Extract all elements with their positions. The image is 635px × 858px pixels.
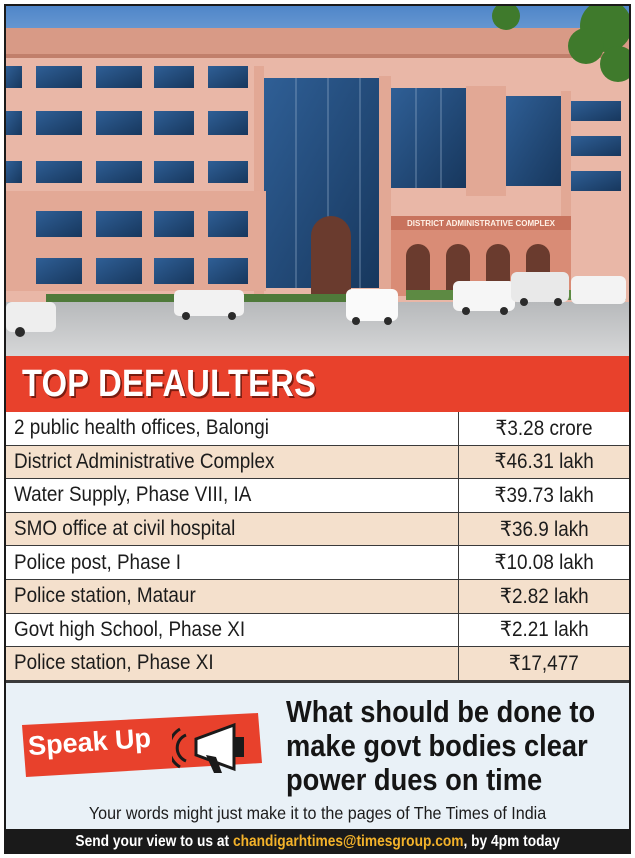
defaulter-name: SMO office at civil hospital xyxy=(14,517,236,541)
question-line: What should be done to xyxy=(286,694,596,729)
due-amount: ₹10.08 lakh xyxy=(494,551,594,575)
table-row: Govt high School, Phase XI ₹2.21 lakh xyxy=(6,613,629,648)
title-band: TOP DEFAULTERS xyxy=(6,356,629,412)
email-link[interactable]: chandigarhtimes@timesgroup.com xyxy=(232,832,464,850)
due-amount: ₹2.82 lakh xyxy=(499,584,589,608)
footer-prefix: Send your view to us at xyxy=(75,832,233,850)
defaulter-name: Water Supply, Phase VIII, IA xyxy=(14,483,252,507)
amount-cell: ₹39.73 lakh xyxy=(458,479,629,512)
table-row: Police station, Mataur ₹2.82 lakh xyxy=(6,579,629,614)
due-amount: ₹3.28 crore xyxy=(495,416,593,440)
amount-cell: ₹2.82 lakh xyxy=(458,579,629,613)
amount-cell: ₹36.9 lakh xyxy=(458,512,629,546)
due-amount: ₹2.21 lakh xyxy=(499,618,589,642)
speak-up-panel: Speak Up What should be done to make gov… xyxy=(6,681,629,831)
defaulter-name: District Administrative Complex xyxy=(14,449,275,473)
amount-cell: ₹3.28 crore xyxy=(458,412,629,445)
table-row: Police station, Phase XI ₹17,477 xyxy=(6,647,629,681)
building-sign: DISTRICT ADMINISTRATIVE COMPLEX xyxy=(407,219,556,228)
defaulter-name: Govt high School, Phase XI xyxy=(14,617,246,641)
subline-text: Your words might just make it to the pag… xyxy=(88,803,547,823)
table-row: SMO office at civil hospital ₹36.9 lakh xyxy=(6,512,629,547)
footer-bar: Send your view to us at chandigarhtimes@… xyxy=(6,829,629,852)
defaulters-table: 2 public health offices, Balongi ₹3.28 c… xyxy=(6,412,629,681)
amount-cell: ₹10.08 lakh xyxy=(458,546,629,579)
building-photo: DISTRICT ADMINISTRATIVE COMPLEX xyxy=(6,6,629,356)
page-title: TOP DEFAULTERS xyxy=(22,363,317,405)
footer-text: Send your view to us at chandigarhtimes@… xyxy=(75,833,559,851)
defaulter-name: Police post, Phase I xyxy=(14,550,182,574)
megaphone-icon xyxy=(172,722,244,773)
amount-cell: ₹46.31 lakh xyxy=(458,445,629,479)
table-row: Police post, Phase I ₹10.08 lakh xyxy=(6,546,629,580)
question-headline: What should be done to make govt bodies … xyxy=(286,694,596,797)
table-row: 2 public health offices, Balongi ₹3.28 c… xyxy=(6,412,629,446)
amount-cell: ₹17,477 xyxy=(458,647,629,680)
news-graphic: DISTRICT ADMINISTRATIVE COMPLEX TOP DEFA… xyxy=(4,4,631,854)
table-row: Water Supply, Phase VIII, IA ₹39.73 lakh xyxy=(6,479,629,513)
question-line: make govt bodies clear xyxy=(286,728,588,763)
amount-cell: ₹2.21 lakh xyxy=(458,613,629,647)
footer-suffix: , by 4pm today xyxy=(463,832,560,850)
defaulter-name: Police station, Phase XI xyxy=(14,651,214,675)
table-row: District Administrative Complex ₹46.31 l… xyxy=(6,445,629,480)
defaulter-name: 2 public health offices, Balongi xyxy=(14,416,269,440)
due-amount: ₹17,477 xyxy=(509,651,579,675)
speak-up-subline: Your words might just make it to the pag… xyxy=(6,803,629,824)
due-amount: ₹36.9 lakh xyxy=(499,517,589,541)
due-amount: ₹39.73 lakh xyxy=(494,483,594,507)
question-line: power dues on time xyxy=(286,762,543,797)
due-amount: ₹46.31 lakh xyxy=(494,450,594,474)
defaulter-name: Police station, Mataur xyxy=(14,584,196,608)
speak-up-badge: Speak Up xyxy=(22,713,262,777)
